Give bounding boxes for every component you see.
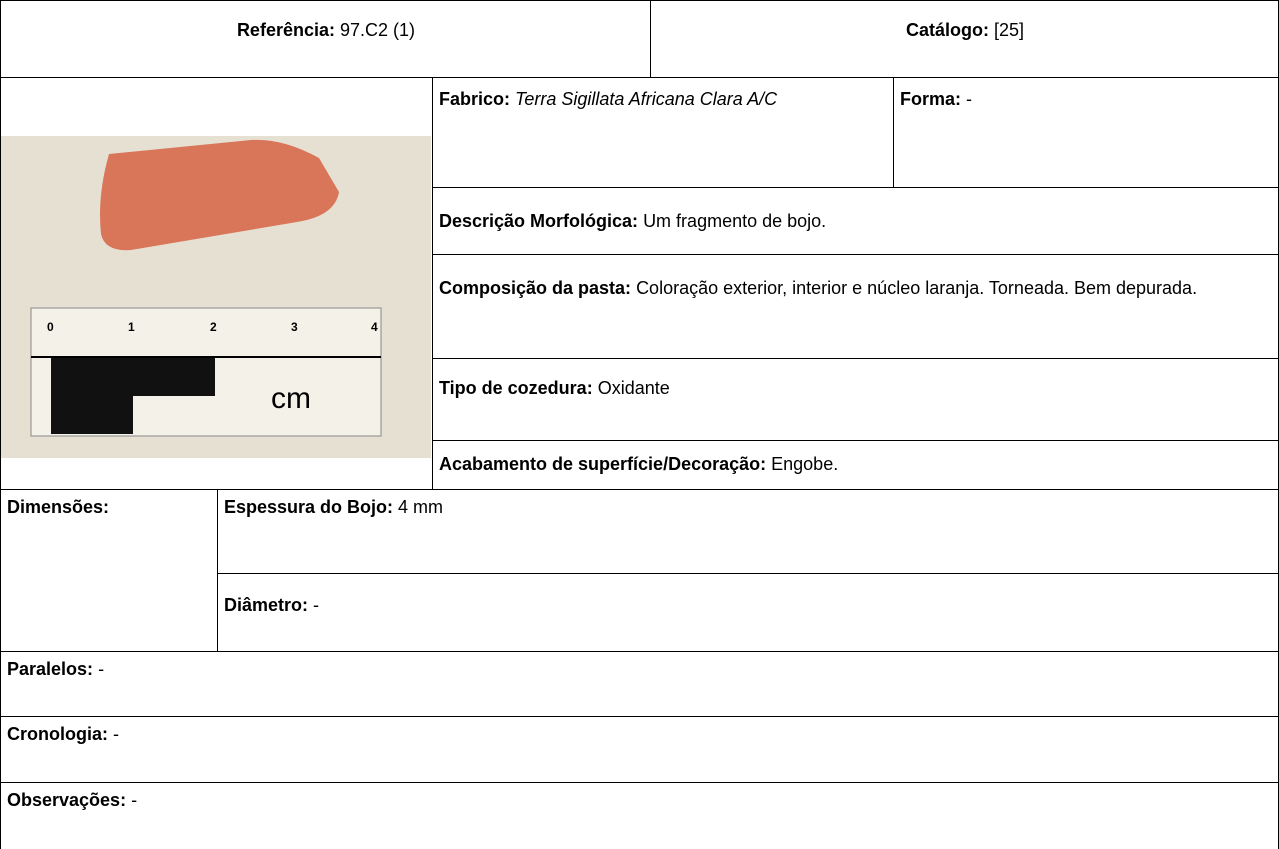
cronologia-cell: Cronologia: - [0,716,1279,783]
label: Catálogo: [905,20,989,40]
composicao-cell: Composição da pasta: Coloração exterior,… [432,254,1279,359]
value: Terra Sigillata Africana Clara A/C [515,89,778,109]
label: Tipo de cozedura: [439,378,593,398]
descricao-cell: Descrição Morfológica: Um fragmento de b… [432,187,1279,255]
label: Composição da pasta: [439,278,632,298]
catalog-cell: Catálogo: [25] [650,0,1279,78]
label: Diâmetro: [224,595,309,615]
value: Oxidante [597,378,670,398]
value: [25] [993,20,1025,40]
forma-cell: Forma: - [893,77,1279,188]
value: 4 mm [398,497,444,517]
observacoes-cell: Observações: - [0,782,1279,849]
reference-cell: Referência: 97.C2 (1) [0,0,651,78]
label: Espessura do Bojo: [224,497,394,517]
paralelos-cell: Paralelos: - [0,651,1279,717]
label: Forma: [900,89,962,109]
diametro-cell: Diâmetro: - [217,573,1279,652]
fabrico-cell: Fabrico: Terra Sigillata Africana Clara … [432,77,894,188]
scale-unit: cm [271,382,311,415]
value: Engobe. [771,454,839,474]
acabamento-cell: Acabamento de superfície/Decoração: Engo… [432,440,1279,490]
scale-label: 2 [210,320,217,334]
sherd-photo: 0 1 2 3 4 cm [1,136,431,458]
scale-block [51,358,133,396]
scale-label: 0 [47,320,54,334]
dimensoes-cell: Dimensões: [0,489,218,652]
scale-label: 1 [128,320,135,334]
scale-label: 3 [291,320,298,334]
image-cell: 0 1 2 3 4 cm [0,77,433,490]
espessura-cell: Espessura do Bojo: 4 mm [217,489,1279,574]
label: Paralelos: [7,659,94,679]
value: Um fragmento de bojo. [643,211,827,231]
scale-block [51,396,133,434]
label: Dimensões: [7,497,110,517]
label: Cronologia: [7,724,108,744]
label: Observações: [7,790,127,810]
sherd [100,139,339,251]
label: Fabrico: [439,89,511,109]
value: Coloração exterior, interior e núcleo la… [636,278,1198,298]
value: - [966,89,973,109]
scale-block [133,396,215,434]
cozedura-cell: Tipo de cozedura: Oxidante [432,358,1279,441]
value: - [313,595,320,615]
value: - [98,659,105,679]
label: Referência: [236,20,335,40]
scale-block [133,358,215,396]
value: 97.C2 (1) [340,20,416,40]
label: Acabamento de superfície/Decoração: [439,454,767,474]
value: - [131,790,138,810]
label: Descrição Morfológica: [439,211,639,231]
value: - [113,724,120,744]
scale-label: 4 [371,320,378,334]
